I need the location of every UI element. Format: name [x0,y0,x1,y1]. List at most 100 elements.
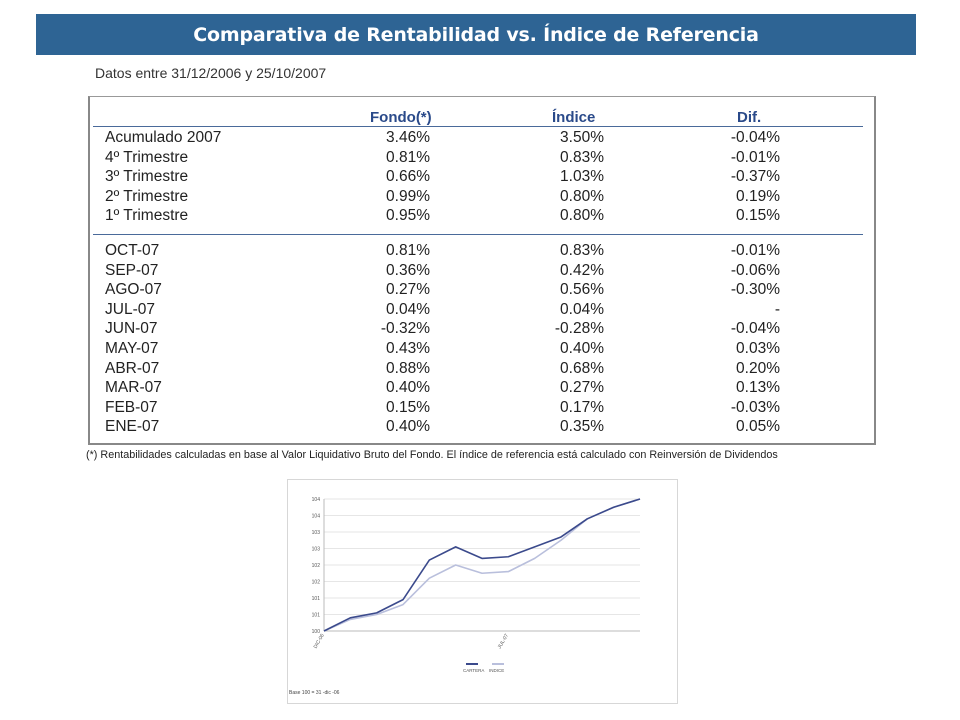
y-tick-label: 104 [312,497,321,503]
dif-value: -0.30% [730,281,780,299]
table-row: ENE-07 0.40% 0.35% 0.05% [0,418,960,437]
indice-value: 0.56% [560,281,604,299]
fondo-value: -0.32% [380,320,430,338]
dif-value: -0.01% [730,148,780,166]
dif-value: 0.15% [736,207,780,224]
y-tick-label: 103 [312,547,321,553]
fondo-value: 0.88% [386,359,430,377]
indice-value: 0.83% [560,148,604,166]
fondo-value: 3.46% [386,129,430,146]
table-row: MAR-07 0.40% 0.27% 0.13% [0,379,960,398]
chart-canvas: 100 101 101 102 102 103 103 104 104 DIC-06 JUL-07 C… [312,497,641,673]
dif-value: -0.03% [730,398,780,416]
table-row: 4º Trimestre 0.81% 0.83% -0.01% [0,149,960,168]
table-row: Acumulado 2007 3.46% 3.50% -0.04% [0,129,960,148]
table-row: OCT-07 0.81% 0.83% -0.01% [0,242,960,261]
dif-value: -0.37% [730,168,780,185]
row-label: Acumulado 2007 [105,129,222,146]
row-label: MAY-07 [105,340,159,357]
fondo-value: 0.81% [386,242,430,259]
row-label: SEP-07 [105,261,159,279]
indice-value: 0.04% [560,300,604,318]
header-indice: Índice [552,109,596,126]
indice-value: 0.40% [560,340,604,357]
dif-value: -0.04% [730,320,780,338]
row-label: MAR-07 [105,379,162,397]
indice-value: 0.17% [560,398,604,416]
x-tick-label: JUL-07 [497,633,510,650]
base-note: Base 100 = 31 -dic -06 [289,690,340,696]
returns-table [88,96,876,445]
header-divider [93,126,863,127]
indice-value: 0.42% [560,261,604,279]
table-row: ABR-07 0.88% 0.68% 0.20% [0,360,960,379]
header-fondo: Fondo(*) [370,109,432,126]
row-label: FEB-07 [105,398,158,416]
page-title: Comparativa de Rentabilidad vs. Índice d… [36,14,916,55]
table-row: AGO-07 0.27% 0.56% -0.30% [0,281,960,300]
fondo-value: 0.36% [386,261,430,279]
y-tick-label: 102 [312,580,321,586]
footnote: (*) Rentabilidades calculadas en base al… [86,449,778,461]
fondo-value: 0.40% [386,379,430,397]
indice-value: 1.03% [560,168,604,185]
y-tick-label: 101 [312,596,321,602]
y-tick-label: 101 [312,613,321,619]
row-label: JUL-07 [105,300,155,318]
indice-value: 0.80% [560,187,604,205]
indice-value: 0.27% [560,379,604,397]
dif-value: 0.13% [736,379,780,397]
fondo-value: 0.95% [386,207,430,224]
table-row: JUN-07 -0.32% -0.28% -0.04% [0,320,960,339]
series-line-cartera [323,498,641,632]
performance-chart: 100 101 101 102 102 103 103 104 104 DIC-06 JUL-07 C… [287,479,678,704]
row-label: OCT-07 [105,242,160,259]
section-divider [93,234,863,235]
table-row: 3º Trimestre 0.66% 1.03% -0.37% [0,168,960,187]
fondo-value: 0.66% [386,168,430,185]
indice-value: 0.35% [560,418,604,436]
table-row: FEB-07 0.15% 0.17% -0.03% [0,399,960,418]
table-row: JUL-07 0.04% 0.04% - [0,301,960,320]
table-row: 2º Trimestre 0.99% 0.80% 0.19% [0,188,960,207]
row-label: AGO-07 [105,281,162,299]
fondo-value: 0.43% [386,340,430,357]
dif-value: 0.20% [736,359,780,377]
y-tick-label: 100 [312,629,321,635]
indice-value: 0.68% [560,359,604,377]
x-tick-label: DIC-06 [313,633,326,650]
dif-value: - [774,300,780,318]
indice-value: -0.28% [554,320,604,338]
table-row: 1º Trimestre 0.95% 0.80% 0.15% [0,207,960,226]
row-label: JUN-07 [105,320,158,338]
row-label: 2º Trimestre [105,187,189,205]
fondo-value: 0.99% [386,187,430,205]
indice-value: 0.83% [560,242,604,259]
fondo-value: 0.27% [386,281,430,299]
indice-value: 0.80% [560,207,604,224]
legend-label: CARTERA [463,668,484,673]
dif-value: -0.04% [730,129,780,146]
row-label: ABR-07 [105,359,160,377]
legend-label: INDICE [489,668,504,673]
row-label: 1º Trimestre [105,207,189,224]
table-row: SEP-07 0.36% 0.42% -0.06% [0,262,960,281]
indice-value: 3.50% [560,129,604,146]
dif-value: 0.19% [736,187,780,205]
fondo-value: 0.04% [386,300,430,318]
date-range: Datos entre 31/12/2006 y 25/10/2007 [95,65,327,81]
header-dif: Dif. [737,109,762,126]
y-tick-label: 103 [312,530,321,536]
y-tick-label: 102 [312,563,321,569]
dif-value: -0.06% [730,261,780,279]
row-label: ENE-07 [105,418,160,436]
dif-value: -0.01% [730,242,780,259]
row-label: 3º Trimestre [105,168,189,185]
dif-value: 0.05% [736,418,780,436]
fondo-value: 0.15% [386,398,430,416]
row-label: 4º Trimestre [105,148,189,166]
fondo-value: 0.81% [386,148,430,166]
table-row: MAY-07 0.43% 0.40% 0.03% [0,340,960,359]
fondo-value: 0.40% [386,418,430,436]
y-tick-label: 104 [312,514,321,520]
